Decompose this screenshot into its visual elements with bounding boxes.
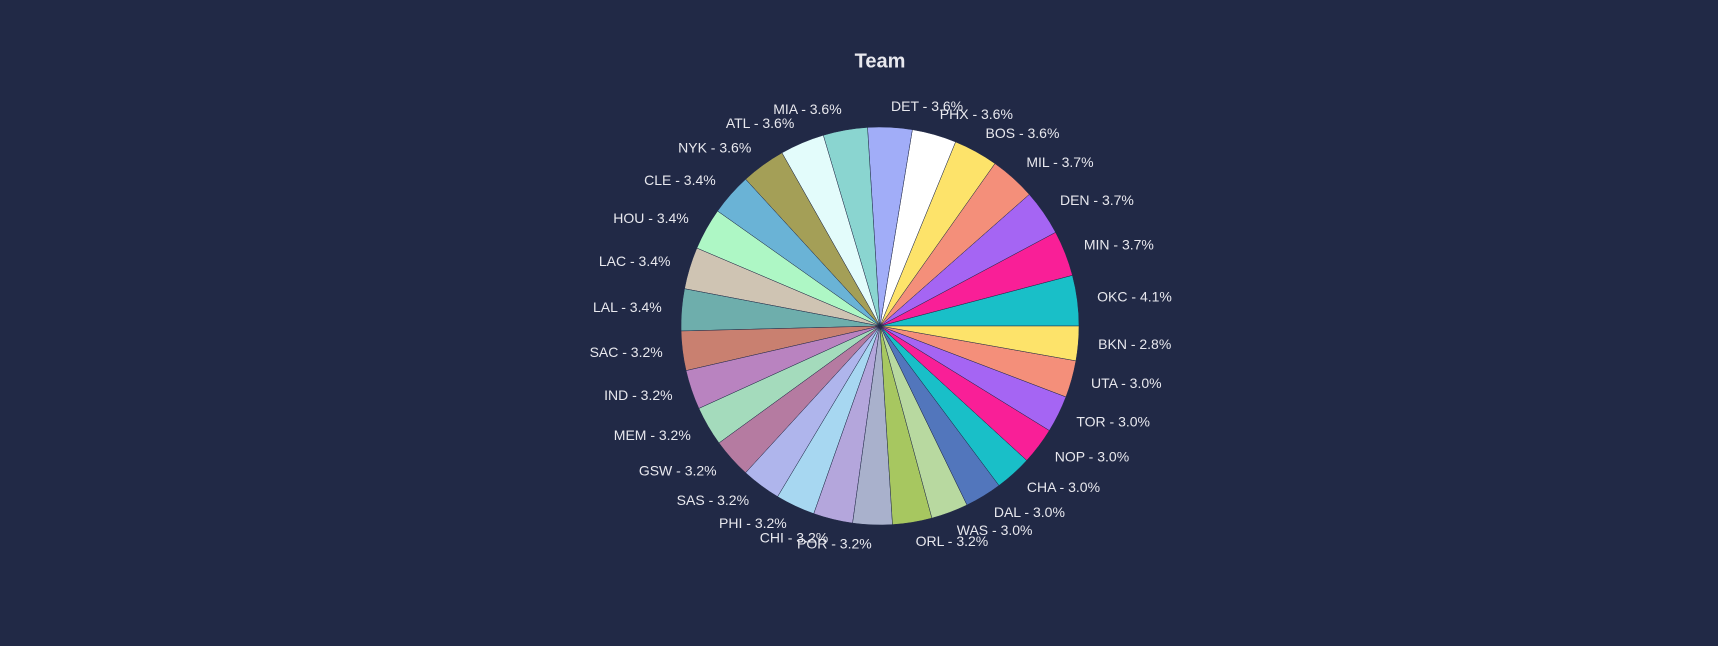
slice-label: SAC - 3.2%	[590, 344, 663, 360]
slice-label: BOS - 3.6%	[986, 125, 1060, 141]
slice-label: CHA - 3.0%	[1027, 479, 1100, 495]
slice-label: GSW - 3.2%	[639, 463, 717, 479]
slice-label: PHI - 3.2%	[719, 515, 787, 531]
slice-label: WAS - 3.0%	[957, 522, 1033, 538]
slice-label: SAS - 3.2%	[677, 492, 749, 508]
slice-label: POR - 3.2%	[797, 536, 872, 552]
slice-label: NYK - 3.6%	[678, 140, 751, 156]
slice-label: LAL - 3.4%	[593, 299, 662, 315]
chart-title: Team	[855, 50, 906, 72]
slice-label: OKC - 4.1%	[1097, 289, 1172, 305]
slice-label: UTA - 3.0%	[1091, 375, 1162, 391]
slice-label: TOR - 3.0%	[1076, 414, 1150, 430]
slice-label: MIA - 3.6%	[773, 101, 841, 117]
slice-label: LAC - 3.4%	[599, 253, 671, 269]
slice-label: NOP - 3.0%	[1055, 449, 1129, 465]
pie-slice	[879, 325, 1080, 362]
slice-label: MIN - 3.7%	[1084, 237, 1154, 253]
slice-label: CHI - 3.2%	[760, 529, 828, 545]
slice-label: ORL - 3.2%	[916, 533, 989, 549]
slice-label: MIL - 3.7%	[1026, 154, 1093, 170]
slice-label: BKN - 2.8%	[1098, 336, 1171, 352]
slice-label: ATL - 3.6%	[726, 115, 794, 131]
slice-label: IND - 3.2%	[604, 387, 672, 403]
slice-label: DET - 3.6%	[891, 98, 963, 114]
slice-label: CLE - 3.4%	[644, 172, 716, 188]
slice-label: DEN - 3.7%	[1060, 192, 1134, 208]
slice-label: DAL - 3.0%	[994, 504, 1065, 520]
slice-label: HOU - 3.4%	[613, 210, 688, 226]
slice-label: MEM - 3.2%	[614, 427, 691, 443]
slice-label: PHX - 3.6%	[940, 106, 1013, 122]
